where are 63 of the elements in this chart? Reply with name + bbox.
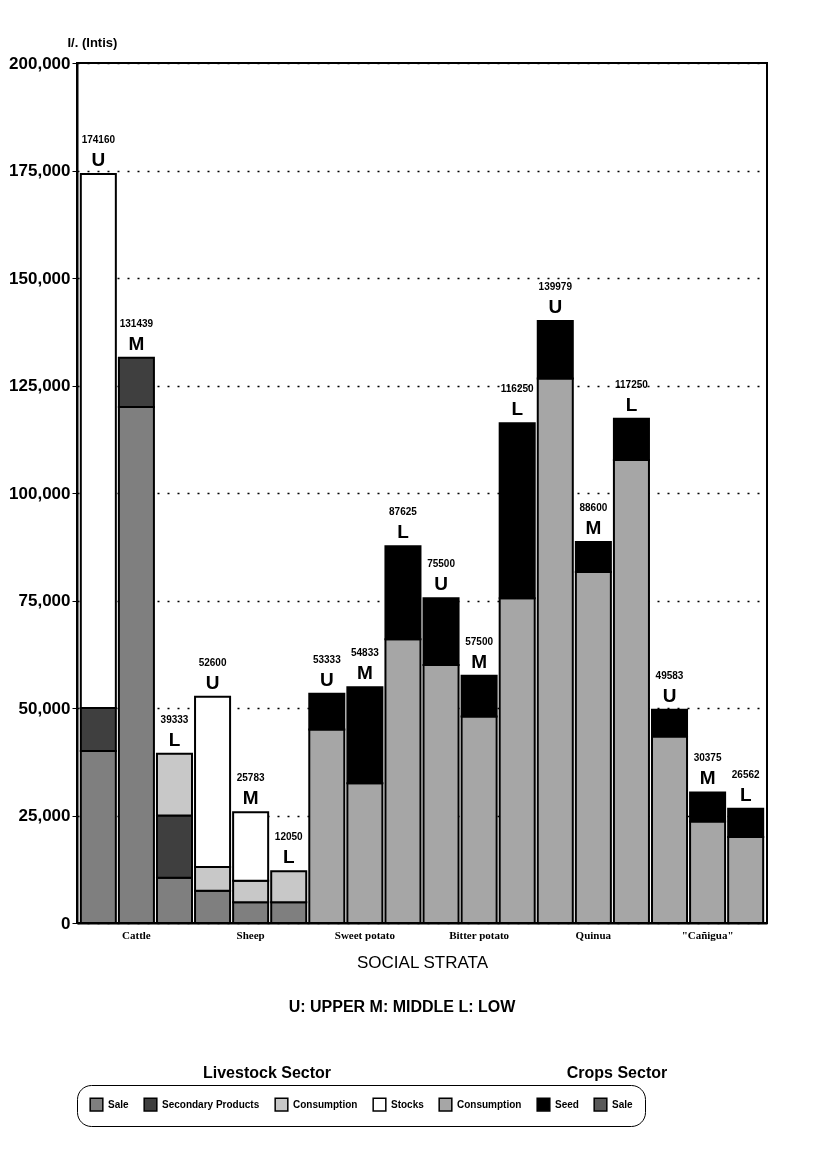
total-label: 39333: [160, 713, 189, 725]
total-label: 88600: [579, 502, 608, 514]
annotation: L: [625, 393, 638, 415]
x-axis-title: SOCIAL STRATA: [357, 952, 489, 972]
text: Livestock Sector: [202, 1064, 332, 1081]
total-label: 117250: [615, 378, 649, 390]
x-tick-label: Sheep: [236, 928, 265, 941]
annotation: L: [397, 521, 410, 543]
y-tick-label: 25,000: [18, 806, 71, 825]
y-tick-label: 100,000: [9, 483, 71, 503]
total-label: 87625: [389, 506, 418, 518]
legend-label: Consumption: [457, 1098, 522, 1110]
text: U: UPPER M: MIDDLE L: LOW: [288, 998, 517, 1015]
annotation: L: [739, 783, 752, 805]
y-tick-label: 50,000: [18, 698, 71, 718]
total-label: 57500: [465, 635, 494, 647]
annotation: M: [585, 517, 602, 539]
legend-label: Seed: [555, 1098, 579, 1110]
x-tick-label: Cattle: [122, 928, 151, 941]
y-tick-label: 150,000: [9, 268, 71, 288]
annotation: M: [699, 767, 716, 789]
y-tick-label: 125,000: [9, 376, 71, 395]
annotation: L: [511, 398, 524, 420]
total-label: 25783: [236, 772, 265, 784]
total-label: 174160: [81, 134, 116, 146]
total-label: 54833: [350, 647, 380, 659]
x-tick-label: Quinua: [575, 928, 612, 941]
annotation: M: [242, 787, 259, 809]
total-label: 139979: [538, 281, 573, 293]
total-label: 30375: [693, 752, 722, 764]
annotation: U: [319, 668, 334, 690]
annotation: U: [548, 296, 563, 318]
total-label: 12050: [274, 831, 304, 843]
legend-label: Sale: [108, 1098, 130, 1110]
legend-label: Consumption: [293, 1098, 358, 1110]
legend-label: Stocks: [391, 1098, 425, 1110]
x-tick-label: Bitter potato: [449, 928, 510, 941]
annotation: U: [205, 671, 220, 693]
annotation: M: [356, 662, 373, 684]
total-label: 26562: [731, 768, 761, 780]
y-tick-label: 0: [61, 913, 71, 933]
x-tick-label: "Cañigua": [681, 928, 734, 941]
y-tick-label: 175,000: [9, 161, 71, 180]
total-label: 131439: [119, 317, 154, 329]
text: Crops Sector: [566, 1064, 668, 1081]
legend-label: Sale: [612, 1098, 634, 1110]
annotation: U: [662, 684, 677, 706]
legend-label: Secondary Products: [162, 1098, 260, 1110]
y-tick-label: 200,000: [9, 53, 71, 73]
annotation: L: [282, 846, 295, 868]
y-tick-label: 75,000: [18, 591, 71, 610]
total-label: 49583: [655, 669, 684, 681]
annotation: U: [434, 573, 448, 595]
total-label: 53333: [312, 653, 342, 665]
annotation: L: [168, 728, 181, 750]
total-label: 52600: [198, 656, 227, 668]
annotation: U: [91, 149, 106, 171]
total-label: 116250: [500, 383, 535, 395]
annotation: M: [128, 332, 145, 354]
y-axis-title: I/. (Intis): [67, 34, 118, 50]
x-tick-label: Sweet potato: [334, 928, 396, 941]
total-label: 75500: [427, 558, 456, 570]
annotation: M: [471, 650, 488, 672]
